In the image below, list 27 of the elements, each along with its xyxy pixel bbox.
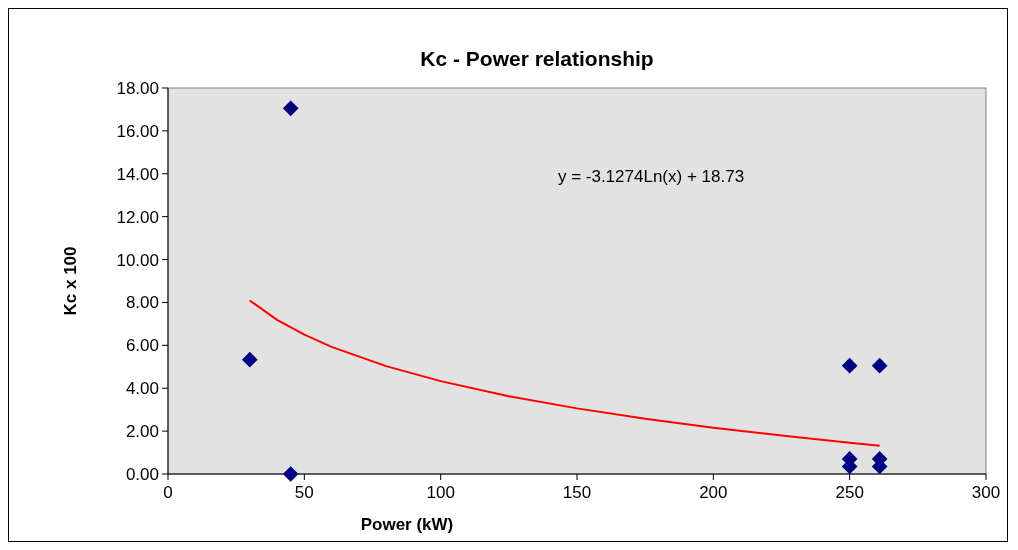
point xyxy=(841,357,858,374)
y-tick-label: 16.00 xyxy=(116,121,159,141)
y-tick-label: 8.00 xyxy=(125,293,159,313)
x-tick-label: 200 xyxy=(699,483,728,502)
x-tick-label: 250 xyxy=(835,483,864,502)
y-tick-label: 12.00 xyxy=(116,207,159,227)
y-tick-label: 4.00 xyxy=(125,379,159,399)
y-tick-label: 6.00 xyxy=(125,336,159,356)
y-tick-label: 0.00 xyxy=(125,464,159,484)
x-tick-label: 100 xyxy=(426,483,455,502)
y-tick-label: 14.00 xyxy=(116,164,159,184)
x-tick-label: 300 xyxy=(971,483,1001,502)
x-axis-title: Power (kW) xyxy=(360,515,454,534)
x-tick-label: 150 xyxy=(562,483,592,502)
point xyxy=(282,100,299,117)
line-series xyxy=(248,299,881,447)
y-tick-label: 2.00 xyxy=(125,422,159,442)
y-axis-title: Kc x 100 xyxy=(61,246,80,316)
point xyxy=(241,351,258,368)
chart-title: Kc - Power relationship xyxy=(420,47,654,70)
y-tick-label: 10.00 xyxy=(116,250,159,270)
annotation: y = -3.1274Ln(x) + 18.73 xyxy=(557,167,745,187)
x-tick-label: 50 xyxy=(294,483,314,502)
point xyxy=(282,466,299,482)
y-tick-label: 18.00 xyxy=(116,78,159,98)
x-tick-label: 0 xyxy=(163,483,173,502)
point xyxy=(871,357,888,374)
